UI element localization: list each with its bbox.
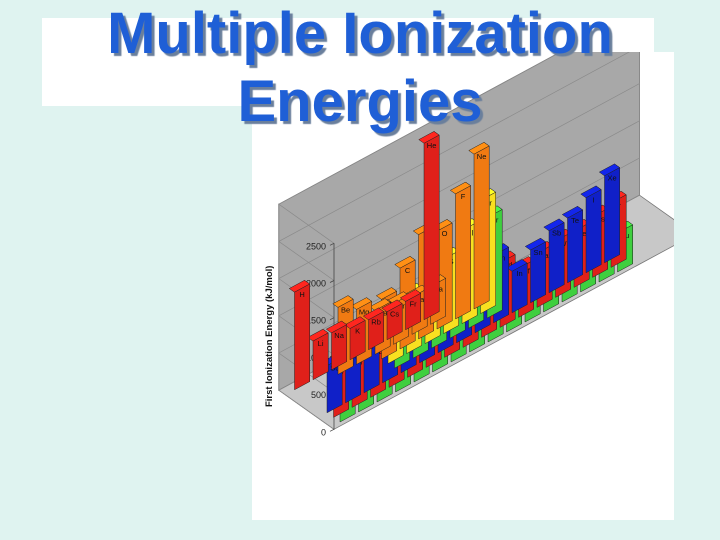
bar-Cs: Cs: [381, 299, 403, 341]
y-tick-label: 2500: [306, 241, 326, 251]
bar-label: Xe: [608, 174, 617, 183]
bar-I: I: [580, 185, 602, 274]
bar-front: [312, 332, 329, 381]
bar-Rb: Rb: [362, 307, 385, 351]
bar-series: LuLrNoMdFmEsCfBkCmAmPuNpUPaThCeIrOsReWTa…: [288, 130, 634, 423]
bar-Sb: Sb: [543, 218, 565, 294]
bar-Xe: Xe: [598, 163, 621, 264]
bar-label: F: [461, 192, 466, 201]
bar-front: [368, 311, 384, 351]
bar-front: [511, 262, 528, 314]
bar-front: [455, 185, 471, 320]
bar-front: [294, 283, 310, 391]
bar-front: [530, 241, 546, 304]
gridline: [278, 194, 640, 430]
bar-label: Be: [341, 305, 350, 314]
bar-front: [585, 189, 602, 274]
y-tick: [329, 317, 335, 321]
bar-Li: Li: [307, 328, 329, 381]
bar-label: Sb: [552, 229, 561, 238]
bar-In: In: [506, 258, 528, 314]
slide-title: Multiple Ionization Energies: [0, 0, 720, 136]
y-tick: [329, 428, 335, 432]
bar-H: H: [288, 279, 311, 391]
y-axis-label: First Ionization Energy (kJ/mol): [264, 266, 275, 407]
bar-label: Rb: [371, 318, 381, 327]
bar-front: [473, 145, 490, 310]
y-tick-label: 1500: [306, 316, 326, 326]
bar-label: O: [442, 229, 448, 238]
bar-label: Na: [334, 331, 344, 340]
bar-front: [567, 209, 583, 284]
bar-K: K: [344, 316, 366, 361]
bar-F: F: [449, 181, 472, 320]
bar-label: I: [593, 196, 595, 205]
bar-Fr: Fr: [399, 289, 422, 331]
y-tick-label: 0: [321, 427, 326, 437]
bar-label: He: [427, 141, 437, 150]
gridline: [278, 83, 640, 318]
bar-front: [548, 222, 565, 294]
bar-label: K: [355, 327, 360, 336]
gridline: [278, 52, 630, 281]
bar-front: [349, 319, 366, 361]
y-tick-label: 500: [311, 390, 326, 400]
bar-label: Li: [318, 339, 324, 348]
bar-Na: Na: [325, 320, 348, 371]
bar-label: Cs: [390, 310, 399, 319]
y-tick: [329, 242, 335, 246]
bar-label: Ne: [477, 152, 487, 161]
bar-label: H: [299, 290, 304, 299]
bar-He: He: [418, 130, 440, 321]
bar-front: [405, 292, 421, 331]
bar-label: Fr: [410, 299, 418, 308]
y-tick: [329, 280, 335, 283]
bar-Sn: Sn: [524, 237, 547, 304]
bar-label: In: [516, 269, 522, 278]
bar-Te: Te: [561, 205, 584, 284]
y-tick-label: 2000: [306, 279, 326, 289]
gridline: [278, 157, 640, 393]
gridline: [278, 52, 562, 244]
title-line-1: Multiple Ionization: [107, 1, 613, 66]
ionization-energy-3d-chart: 05001000150020002500First Ionization Ene…: [264, 52, 674, 437]
bar-front: [423, 134, 440, 321]
bar-label: Sn: [534, 248, 543, 257]
chart-panel: 05001000150020002500First Ionization Ene…: [252, 52, 674, 520]
bar-label: Mg: [359, 307, 369, 316]
bar-front: [331, 324, 347, 371]
bar-label: C: [405, 266, 411, 275]
title-line-2: Energies: [237, 69, 483, 134]
bar-front: [604, 167, 620, 264]
bar-label: Te: [571, 216, 579, 225]
bar-Ne: Ne: [468, 141, 490, 310]
bar-front: [386, 303, 403, 341]
chart-gridlines: [278, 52, 640, 430]
